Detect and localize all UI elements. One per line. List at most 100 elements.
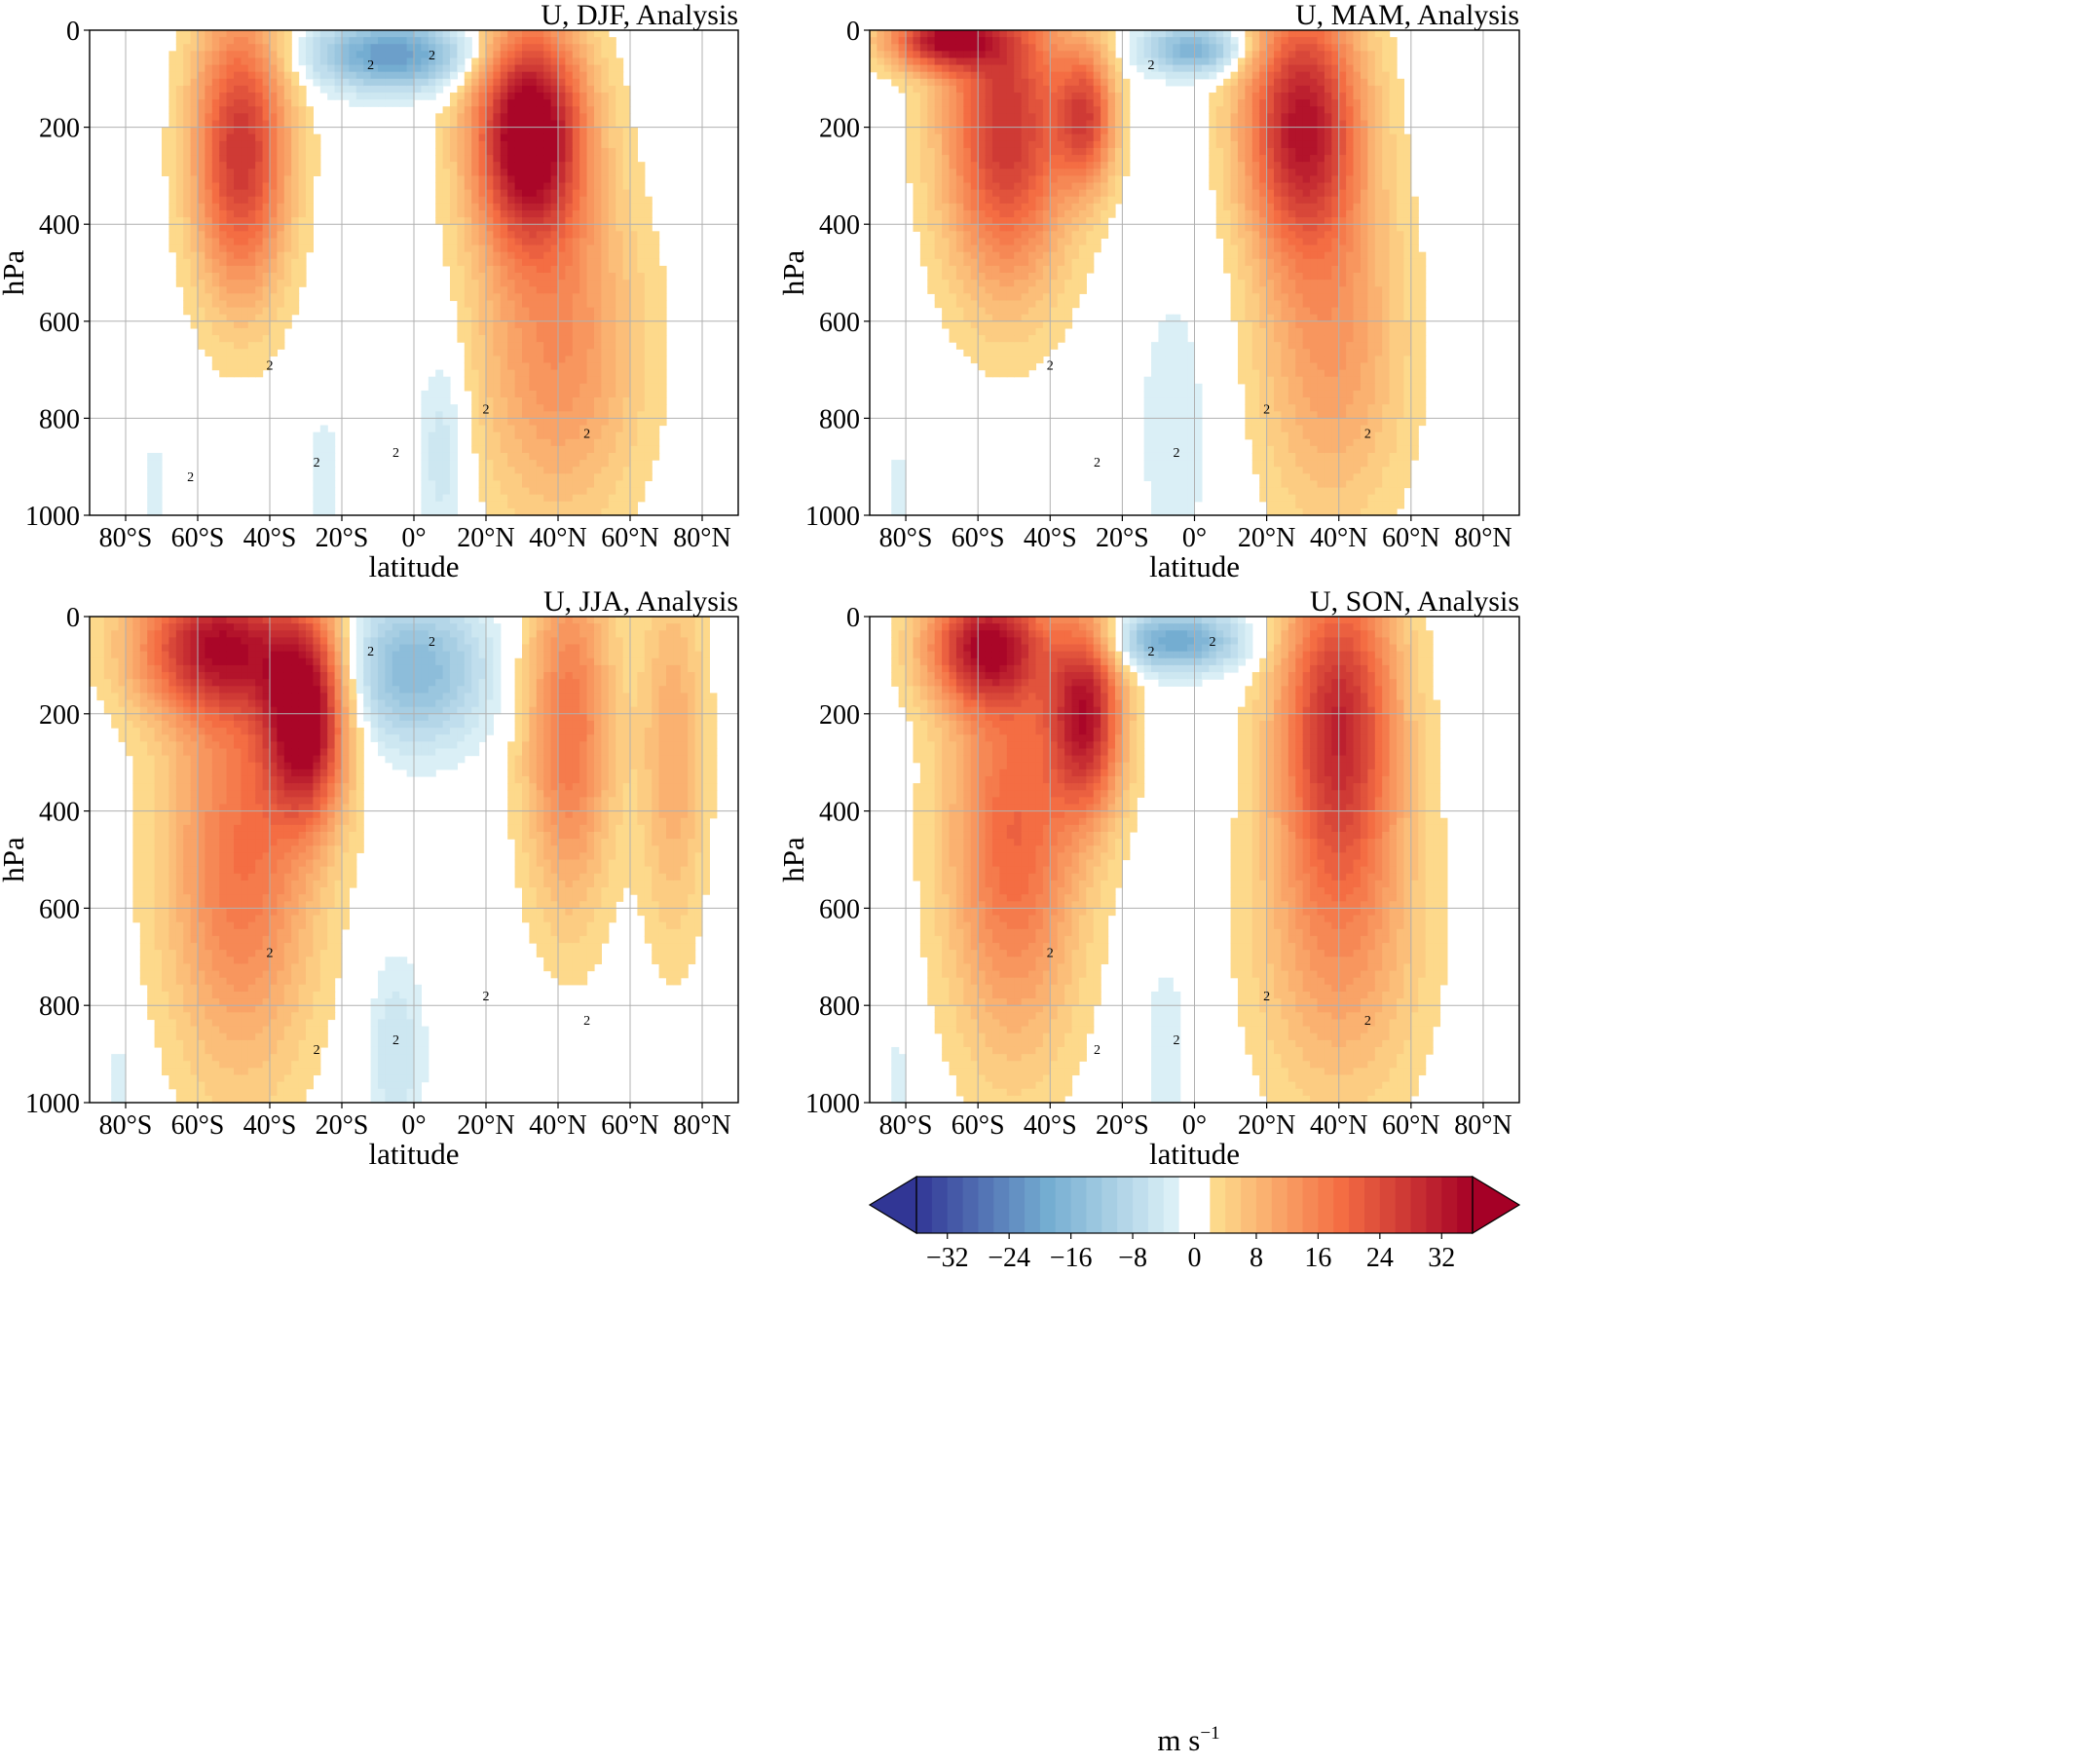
contour-label: 2: [392, 446, 399, 461]
y-tick-label: 400: [819, 798, 860, 828]
colorbar-level: [1178, 1177, 1196, 1233]
x-tick-label: 20°N: [1238, 1110, 1295, 1141]
contour-label: 2: [429, 635, 435, 650]
x-tick-label: 40°S: [243, 523, 297, 553]
x-tick-label: 20°N: [457, 1110, 514, 1141]
x-axis-label: latitude: [369, 1137, 460, 1171]
x-axis-label: latitude: [1149, 549, 1240, 583]
x-tick-label: 40°N: [1310, 1110, 1367, 1141]
contour-label: 2: [267, 946, 274, 960]
colorbar-level: [1287, 1177, 1304, 1233]
x-tick-label: 60°N: [1382, 523, 1439, 553]
y-tick-label: 200: [819, 114, 860, 144]
colorbar-tick-label: 0: [1188, 1243, 1202, 1273]
x-tick-label: 0°: [1182, 523, 1207, 553]
colorbar-level: [993, 1177, 1010, 1233]
wind-field: [870, 30, 1427, 516]
colorbar-level: [931, 1177, 949, 1233]
panel-title: U, SON, Analysis: [1310, 585, 1519, 618]
contour-label: 2: [1047, 946, 1054, 960]
panels: 80°S 60°S 40°S 20°S 0° 20°N 40°N 60°N 80°N020040…: [0, 0, 1520, 1171]
contour-label: 2: [1210, 635, 1216, 650]
colorbar-level: [1086, 1177, 1102, 1233]
x-tick-label: 40°S: [243, 1110, 297, 1141]
x-tick-label: 80°N: [1454, 523, 1512, 553]
x-tick-label: 80°N: [673, 523, 730, 553]
colorbar-level: [1210, 1177, 1226, 1233]
colorbar-level: [1363, 1177, 1381, 1233]
contour-label: 2: [367, 58, 374, 73]
colorbar-label: m s−1: [1157, 1723, 1219, 1757]
y-tick-label: 600: [39, 308, 80, 338]
colorbar-level: [1318, 1177, 1334, 1233]
y-axis-label: hPa: [776, 250, 810, 296]
colorbar-level: [1241, 1177, 1257, 1233]
colorbar-level: [1302, 1177, 1319, 1233]
y-axis-label: hPa: [0, 250, 30, 296]
y-tick-label: 0: [66, 17, 80, 47]
panel-title: U, MAM, Analysis: [1295, 0, 1519, 31]
panel-title: U, JJA, Analysis: [543, 585, 738, 618]
colorbar-unit-exponent: −1: [1200, 1723, 1219, 1744]
colorbar-level: [1379, 1177, 1397, 1233]
y-tick-label: 1000: [25, 502, 80, 532]
colorbar-extend-min: [868, 1175, 917, 1235]
contour-label: 2: [583, 427, 590, 441]
y-tick-label: 800: [819, 992, 860, 1022]
colorbar-level: [1225, 1177, 1242, 1233]
x-tick-label: 80°N: [673, 1110, 730, 1141]
y-tick-label: 600: [39, 894, 80, 924]
x-tick-label: 80°S: [99, 523, 153, 553]
y-tick-label: 1000: [805, 502, 860, 532]
colorbar-level: [1441, 1177, 1458, 1233]
contour-labels: 2 2 2 2 2 2: [1047, 58, 1371, 470]
y-tick-label: 200: [39, 700, 80, 731]
colorbar-tick-label: 24: [1366, 1243, 1394, 1273]
x-tick-label: 0°: [401, 1110, 426, 1141]
contour-label: 2: [1173, 446, 1179, 461]
contour-labels: 2 2 2 2 2 2 2: [1047, 635, 1371, 1058]
x-tick-label: 80°S: [879, 523, 933, 553]
contour-label: 2: [1263, 402, 1270, 417]
y-tick-label: 200: [819, 700, 860, 731]
x-tick-label: 20°N: [1238, 523, 1295, 553]
x-tick-label: 40°S: [1024, 1110, 1077, 1141]
x-axis-label: latitude: [369, 549, 460, 583]
contour-label: 2: [483, 402, 490, 417]
colorbar-level: [1333, 1177, 1350, 1233]
y-tick-label: 0: [66, 603, 80, 633]
colorbar-level: [1426, 1177, 1442, 1233]
x-tick-label: 20°S: [1096, 1110, 1149, 1141]
colorbar-tick-label: 8: [1250, 1243, 1263, 1273]
contour-label: 2: [1263, 990, 1270, 1004]
colorbar-level: [1194, 1177, 1211, 1233]
colorbar-level: [1271, 1177, 1288, 1233]
colorbar-level: [1117, 1177, 1134, 1233]
y-tick-label: 600: [819, 894, 860, 924]
colorbar-tick-label: 32: [1428, 1243, 1455, 1273]
contour-label: 2: [314, 456, 320, 470]
panel-3: 80°S 60°S 40°S 20°S 0° 20°N 40°N 60°N 80°N 0 200 40…: [0, 585, 739, 1171]
y-tick-label: 200: [39, 114, 80, 144]
colorbar-tick-label: −32: [926, 1243, 969, 1273]
colorbar-level: [1147, 1177, 1165, 1233]
x-tick-label: 20°S: [316, 523, 369, 553]
x-tick-label: 60°N: [601, 1110, 658, 1141]
contour-label: 2: [583, 1014, 590, 1029]
x-tick-label: 40°N: [529, 1110, 586, 1141]
x-axis-label: latitude: [1149, 1137, 1240, 1171]
colorbar-level: [1395, 1177, 1412, 1233]
y-tick-label: 600: [819, 308, 860, 338]
wind-field: [147, 30, 667, 516]
y-tick-label: 800: [39, 404, 80, 434]
y-tick-label: 400: [39, 798, 80, 828]
x-tick-label: 40°S: [1024, 523, 1077, 553]
colorbar-unit: m s: [1157, 1723, 1200, 1757]
contour-label: 2: [1148, 645, 1155, 659]
y-tick-label: 0: [846, 603, 860, 633]
panel-4: 80°S 60°S 40°S 20°S 0° 20°N 40°N 60°N 80°N 0 200 40…: [776, 585, 1520, 1171]
wind-field: [891, 617, 1448, 1104]
contour-label: 2: [367, 645, 374, 659]
colorbar-level: [1070, 1177, 1088, 1233]
colorbar-extend-max: [1472, 1175, 1521, 1235]
